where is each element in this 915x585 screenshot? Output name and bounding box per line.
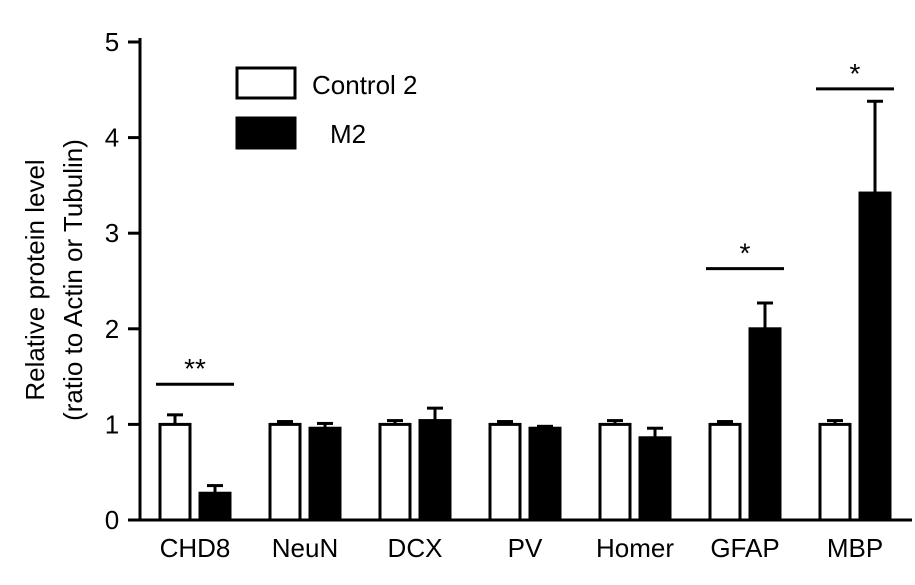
y-tick-label: 4 — [105, 123, 119, 153]
legend-label-m2: M2 — [330, 119, 366, 149]
bar-control-2-gfap — [708, 422, 742, 522]
significance-label-mbp: * — [850, 58, 861, 89]
y-tick-label: 0 — [105, 505, 119, 535]
y-axis: 0 1 2 3 4 5 — [105, 27, 142, 535]
y-axis-title: Relative protein level (ratio to Actin o… — [20, 139, 88, 421]
x-tick-label-neun: NeuN — [272, 533, 338, 563]
y-axis-title-line-2: (ratio to Actin or Tubulin) — [58, 139, 88, 421]
x-tick-label-mbp: MBP — [827, 533, 883, 563]
legend-swatch-m2 — [235, 116, 297, 150]
y-tick-label: 5 — [105, 27, 119, 57]
bar-control-2-neun — [268, 422, 302, 522]
bar-control-2-chd8 — [158, 422, 192, 522]
bar-m2-homer — [638, 436, 672, 522]
y-tick-label: 2 — [105, 314, 119, 344]
significance-label-chd8: ** — [184, 353, 206, 384]
legend-label-control-2: Control 2 — [312, 70, 418, 100]
significance-label-gfap: * — [740, 238, 751, 269]
bars — [158, 99, 892, 522]
bar-m2-dcx — [418, 419, 452, 522]
x-tick-label-gfap: GFAP — [710, 533, 779, 563]
legend-swatch-control-2 — [235, 66, 297, 100]
y-ticks: 0 1 2 3 4 5 — [105, 27, 140, 535]
y-tick-label: 3 — [105, 218, 119, 248]
bar-control-2-mbp — [818, 422, 852, 522]
legend-item-control-2: Control 2 — [235, 66, 418, 100]
x-tick-label-dcx: DCX — [388, 533, 443, 563]
bar-control-2-dcx — [378, 422, 412, 522]
x-tick-labels: CHD8 NeuN DCX PV Homer GFAP MBP — [160, 533, 884, 563]
bar-control-2-pv — [488, 422, 522, 522]
bar-m2-neun — [308, 426, 342, 522]
y-axis-title-line-1: Relative protein level — [20, 159, 50, 400]
bar-m2-gfap — [748, 327, 782, 522]
legend-item-m2: M2 — [235, 116, 366, 150]
legend: Control 2 M2 — [235, 66, 418, 150]
x-tick-label-pv: PV — [508, 533, 543, 563]
bar-m2-pv — [528, 426, 562, 522]
bar-control-2-homer — [598, 422, 632, 522]
significance-markers: **** — [156, 58, 894, 386]
x-axis: CHD8 NeuN DCX PV Homer GFAP MBP — [139, 518, 912, 563]
bar-m2-chd8 — [198, 491, 232, 522]
x-tick-label-chd8: CHD8 — [160, 533, 231, 563]
y-tick-label: 1 — [105, 409, 119, 439]
bar-m2-mbp — [858, 191, 892, 522]
x-tick-label-homer: Homer — [596, 533, 674, 563]
